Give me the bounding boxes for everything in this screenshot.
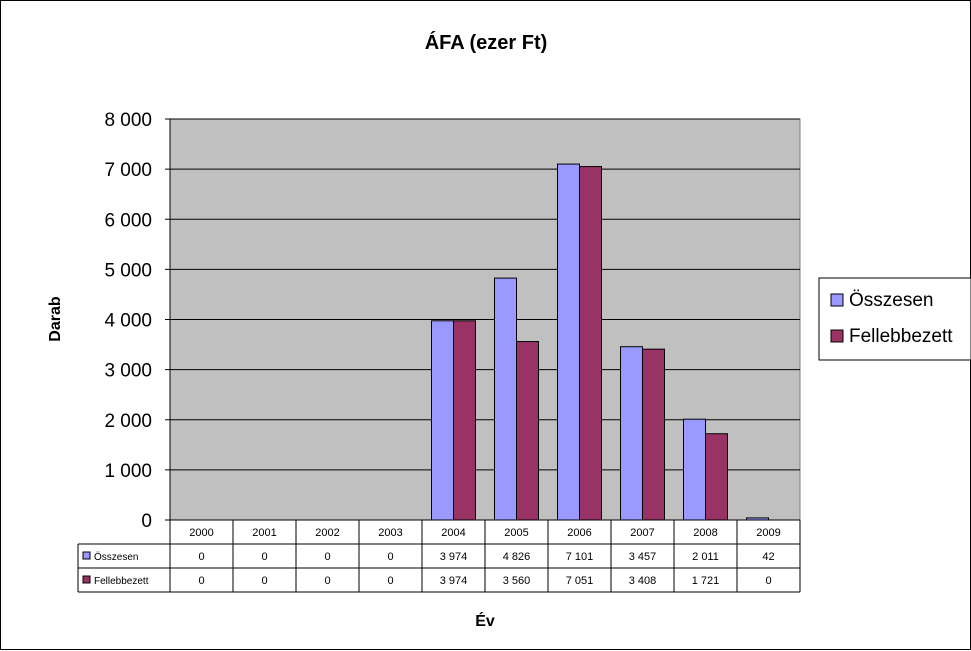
y-tick-label: 3 000 [104,361,152,382]
x-tick-label: 2005 [504,527,528,539]
y-tick-label: 4 000 [104,311,152,332]
x-tick-label: 2004 [441,527,465,539]
data-label: 3 408 [629,575,657,587]
y-axis-title: Darab [47,296,64,342]
legend-key [830,293,844,307]
y-tick-label: 8 000 [104,110,152,131]
x-tick-label: 2007 [630,527,654,539]
bar-osszesen [683,418,706,521]
x-tick-label: 2006 [567,527,591,539]
data-label: 0 [324,551,330,563]
x-axis-title: Év [475,611,495,630]
data-label: 0 [198,575,204,587]
legend-label: Fellebbezett [849,326,953,347]
bar-fellebbezett [453,320,476,521]
data-label: 0 [261,575,267,587]
y-tick-label: 2 000 [104,411,152,432]
data-label: 2 011 [692,551,719,563]
y-tick-label: 0 [141,511,152,532]
data-label: 1 721 [692,575,720,587]
legend-label: Összesen [849,290,933,311]
x-tick-label: 2009 [756,527,780,539]
bar-fellebbezett [642,348,665,521]
y-tick-label: 5 000 [104,260,152,281]
data-label: 7 101 [566,551,594,563]
data-label: 0 [198,551,204,563]
bar-osszesen [620,346,643,521]
x-tick-label: 2003 [378,527,402,539]
table-series-label: Fellebbezett [94,576,149,587]
x-tick-label: 2002 [315,527,339,539]
data-label: 3 974 [440,551,468,563]
data-label: 0 [261,551,267,563]
data-label: 42 [762,551,774,563]
data-label: 3 457 [629,551,657,563]
bar-osszesen [494,277,517,521]
data-label: 0 [387,575,393,587]
data-label: 7 051 [566,575,594,587]
bar-fellebbezett [579,166,602,521]
chart-title: ÁFA (ezer Ft) [425,31,548,54]
data-label: 0 [387,551,393,563]
bar-fellebbezett [705,433,728,521]
data-label: 0 [324,575,330,587]
bar-osszesen [557,163,580,521]
bar-osszesen [431,320,454,521]
y-tick-label: 6 000 [104,210,152,231]
data-label: 3 560 [503,575,531,587]
table-legend-key [82,575,91,584]
x-tick-label: 2008 [693,527,717,539]
legend-box [818,277,971,361]
data-label: 3 974 [440,575,468,587]
table-legend-key [82,551,91,560]
x-tick-label: 2000 [189,527,213,539]
legend-key [830,329,844,343]
y-tick-label: 1 000 [104,461,152,482]
y-tick-label: 7 000 [104,160,152,181]
data-label: 0 [765,575,771,587]
data-label: 4 826 [503,551,531,563]
table-series-label: Összesen [94,551,138,563]
x-tick-label: 2001 [252,527,276,539]
bar-fellebbezett [516,341,539,521]
